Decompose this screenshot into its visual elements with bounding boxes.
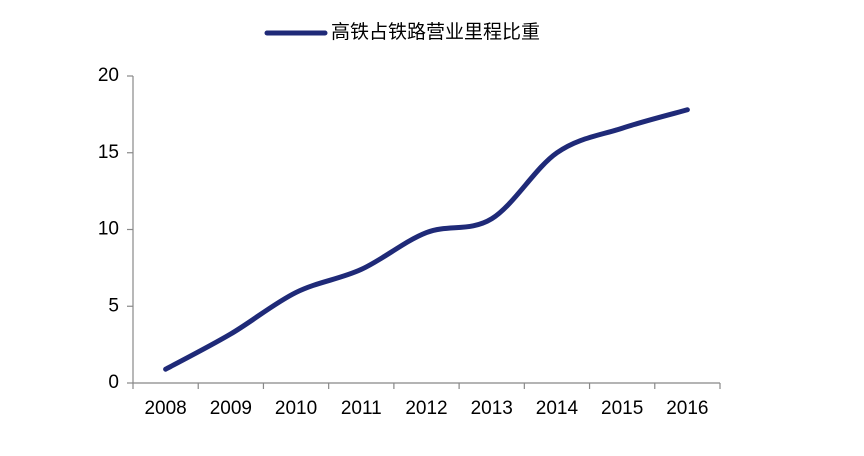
x-tick-label: 2013 (471, 398, 513, 419)
x-tick-label: 2016 (666, 398, 708, 419)
y-tick-label: 15 (98, 142, 119, 163)
y-tick-label: 20 (98, 65, 119, 86)
series-line (163, 107, 690, 372)
x-tick-label: 2011 (341, 398, 382, 419)
y-tick-label: 5 (108, 295, 119, 316)
legend-label: 高铁占铁路营业里程比重 (331, 21, 540, 43)
x-tick-label: 2015 (601, 398, 643, 419)
y-tick-label: 10 (98, 219, 119, 240)
x-tick-label: 2012 (405, 398, 447, 419)
y-tick-label: 0 (108, 372, 119, 393)
x-tick-label: 2014 (536, 398, 579, 419)
x-tick-label: 2010 (275, 398, 317, 419)
x-tick-label: 2009 (210, 398, 252, 419)
x-tick-label: 2008 (144, 398, 186, 419)
